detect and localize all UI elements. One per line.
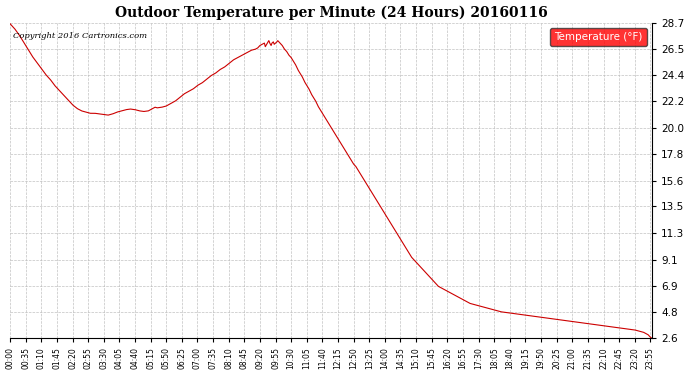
Text: Copyright 2016 Cartronics.com: Copyright 2016 Cartronics.com bbox=[13, 32, 148, 40]
Temperature (°F) bbox=[515, 312, 523, 316]
Temperature (°F) bbox=[648, 336, 656, 340]
Temperature (°F) bbox=[431, 281, 440, 285]
Temperature (°F) bbox=[149, 106, 157, 111]
Temperature (°F) bbox=[6, 21, 14, 26]
Line: Temperature (°F): Temperature (°F) bbox=[10, 24, 652, 338]
Legend: Temperature (°F): Temperature (°F) bbox=[550, 28, 647, 46]
Temperature (°F) bbox=[221, 64, 229, 69]
Temperature (°F) bbox=[572, 320, 580, 324]
Title: Outdoor Temperature per Minute (24 Hours) 20160116: Outdoor Temperature per Minute (24 Hours… bbox=[115, 6, 547, 20]
Temperature (°F) bbox=[133, 108, 141, 112]
